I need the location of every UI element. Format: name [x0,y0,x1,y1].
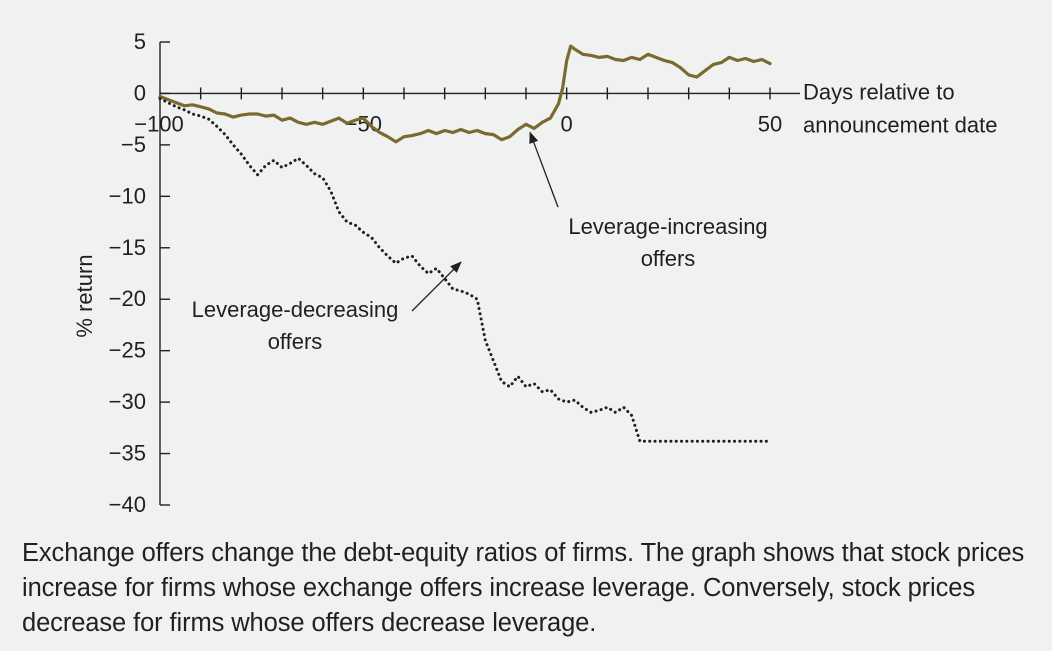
figure-caption: Exchange offers change the debt-equity r… [22,539,1025,637]
x-tick-label: −100 [134,111,184,136]
y-tick-label: −25 [109,338,146,363]
y-tick-label: −20 [109,286,146,311]
y-tick-label: −15 [109,235,146,260]
annotations: Leverage-increasing offers Leverage-decrea… [192,131,768,354]
x-tick-label: 0 [561,111,573,136]
y-tick-label: −5 [121,132,146,157]
leverage-decreasing-label: Leverage-decreasing [192,297,399,322]
x-axis-label: Days relative to [803,79,955,104]
leverage-increasing-arrow [529,131,559,208]
y-tick-label: 5 [134,29,146,54]
leverage-decreasing-label: offers [268,329,323,354]
line-chart: 50−5−10−15−20−25−30−35−40−100 −50 0 50Days … [72,29,998,517]
leverage-increasing-label: Leverage-increasing [568,214,767,239]
axes: 50−5−10−15−20−25−30−35−40−100 −50 0 50Days … [72,29,998,517]
y-tick-label: −40 [109,492,146,517]
x-tick-label: −50 [345,111,382,136]
y-tick-label: −10 [109,183,146,208]
plot-area [158,44,772,443]
leverage-increasing-label: offers [641,246,696,271]
leverage-decreasing-arrow [411,261,462,312]
y-tick-label: −30 [109,389,146,414]
y-axis-label: % return [72,254,97,337]
y-tick-label: 0 [134,80,146,105]
y-tick-label: −35 [109,441,146,466]
x-axis-label: announcement date [803,112,998,137]
leverage-decreasing-line [158,97,772,443]
x-tick-label: 50 [758,111,782,136]
leverage-increasing-line [158,44,772,144]
